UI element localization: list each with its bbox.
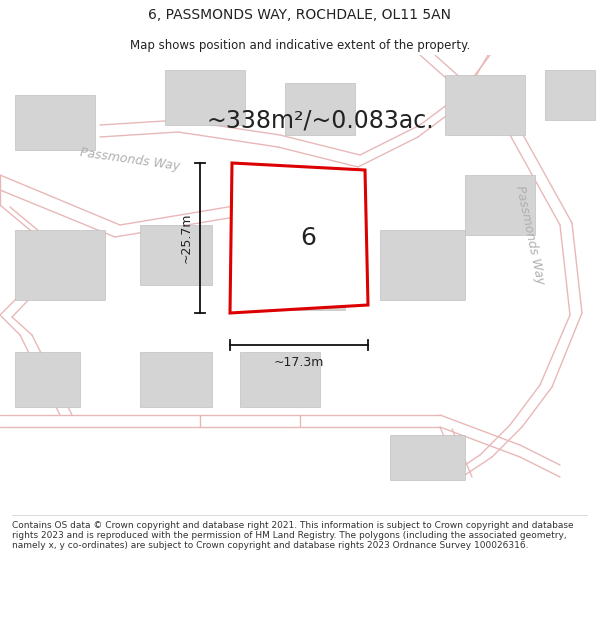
Bar: [445, 75, 525, 135]
Bar: [380, 230, 465, 300]
Polygon shape: [230, 163, 368, 313]
Text: Map shows position and indicative extent of the property.: Map shows position and indicative extent…: [130, 39, 470, 51]
Bar: [15, 95, 95, 150]
Bar: [285, 83, 355, 135]
Bar: [140, 352, 212, 407]
Text: 6: 6: [301, 226, 317, 250]
Text: ~338m²/~0.083ac.: ~338m²/~0.083ac.: [206, 108, 434, 132]
Bar: [140, 225, 212, 285]
Bar: [15, 230, 105, 300]
Bar: [545, 70, 595, 120]
Bar: [240, 352, 320, 407]
Bar: [165, 70, 245, 125]
Text: Passmonds Way: Passmonds Way: [513, 184, 547, 286]
Bar: [465, 175, 535, 235]
Text: Passmonds Way: Passmonds Way: [79, 146, 181, 174]
Bar: [235, 225, 345, 310]
Bar: [390, 435, 465, 480]
Text: 6, PASSMONDS WAY, ROCHDALE, OL11 5AN: 6, PASSMONDS WAY, ROCHDALE, OL11 5AN: [149, 8, 452, 22]
Text: ~17.3m: ~17.3m: [274, 356, 324, 369]
Text: Contains OS data © Crown copyright and database right 2021. This information is : Contains OS data © Crown copyright and d…: [12, 521, 574, 550]
Bar: [15, 352, 80, 407]
Text: ~25.7m: ~25.7m: [179, 213, 193, 263]
